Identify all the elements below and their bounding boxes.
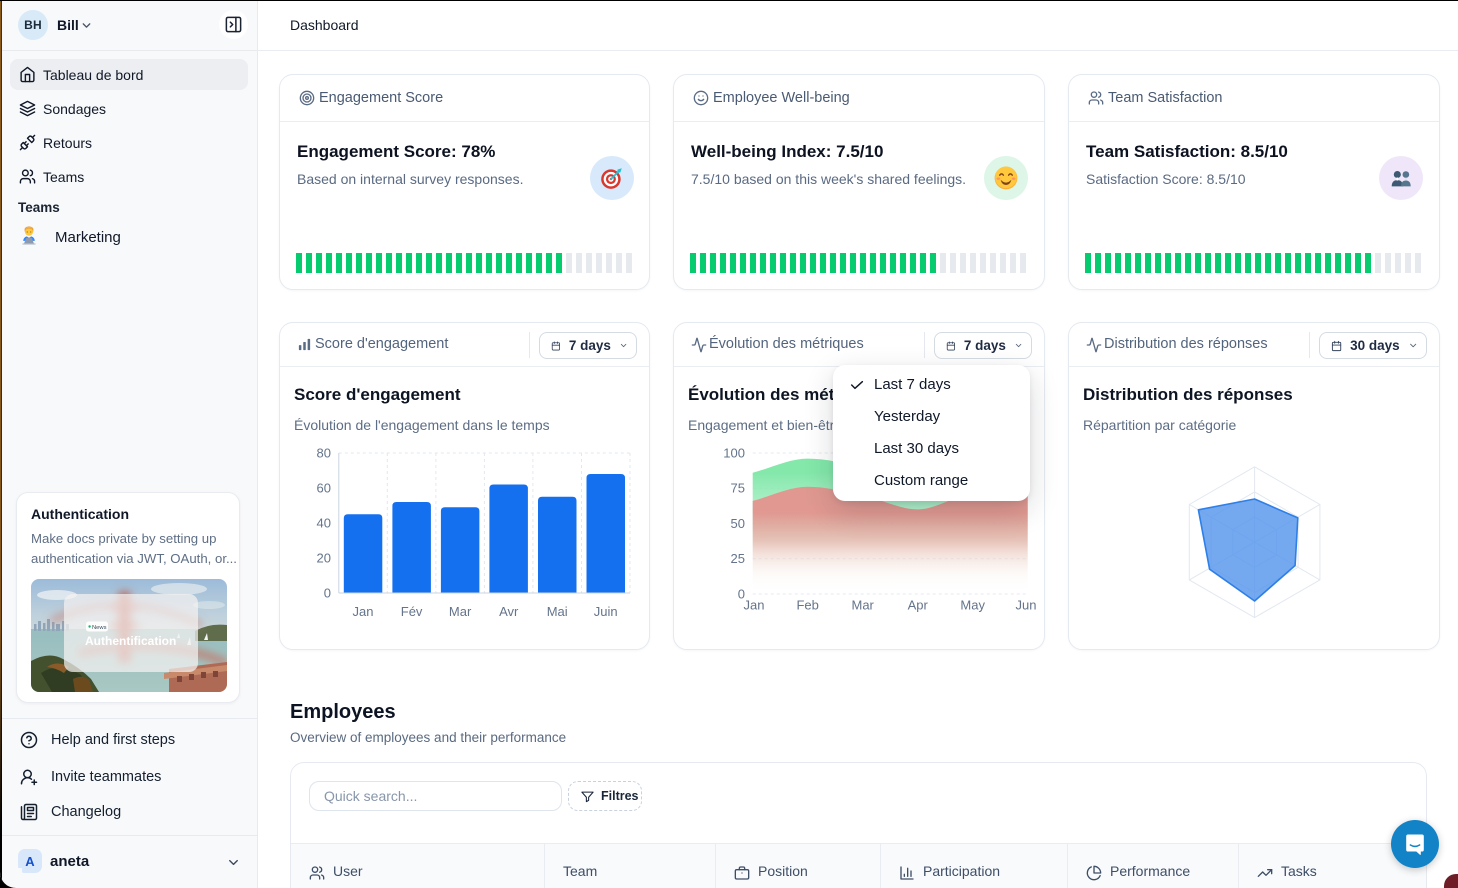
svg-text:Jan: Jan — [744, 598, 765, 613]
svg-text:60: 60 — [317, 481, 331, 496]
svg-text:25: 25 — [731, 551, 745, 566]
svg-text:75: 75 — [731, 481, 745, 496]
svg-text:0: 0 — [738, 587, 745, 602]
svg-text:May: May — [960, 598, 985, 613]
svg-text:Apr: Apr — [908, 598, 929, 613]
svg-text:40: 40 — [317, 516, 331, 531]
svg-text:Feb: Feb — [796, 598, 818, 613]
svg-text:Fév: Fév — [401, 604, 423, 619]
svg-text:80: 80 — [317, 446, 331, 461]
svg-text:News: News — [92, 625, 107, 631]
svg-text:Authentification: Authentification — [85, 634, 176, 648]
svg-text:Jan: Jan — [353, 604, 374, 619]
svg-text:Mar: Mar — [852, 598, 875, 613]
svg-text:50: 50 — [731, 516, 745, 531]
svg-text:0: 0 — [324, 586, 331, 601]
svg-text:20: 20 — [317, 551, 331, 566]
svg-text:Jun: Jun — [1016, 598, 1037, 613]
svg-text:100: 100 — [723, 446, 745, 461]
svg-text:Mar: Mar — [449, 604, 472, 619]
svg-text:Mai: Mai — [547, 604, 568, 619]
svg-text:Juin: Juin — [594, 604, 618, 619]
svg-text:Avr: Avr — [499, 604, 519, 619]
